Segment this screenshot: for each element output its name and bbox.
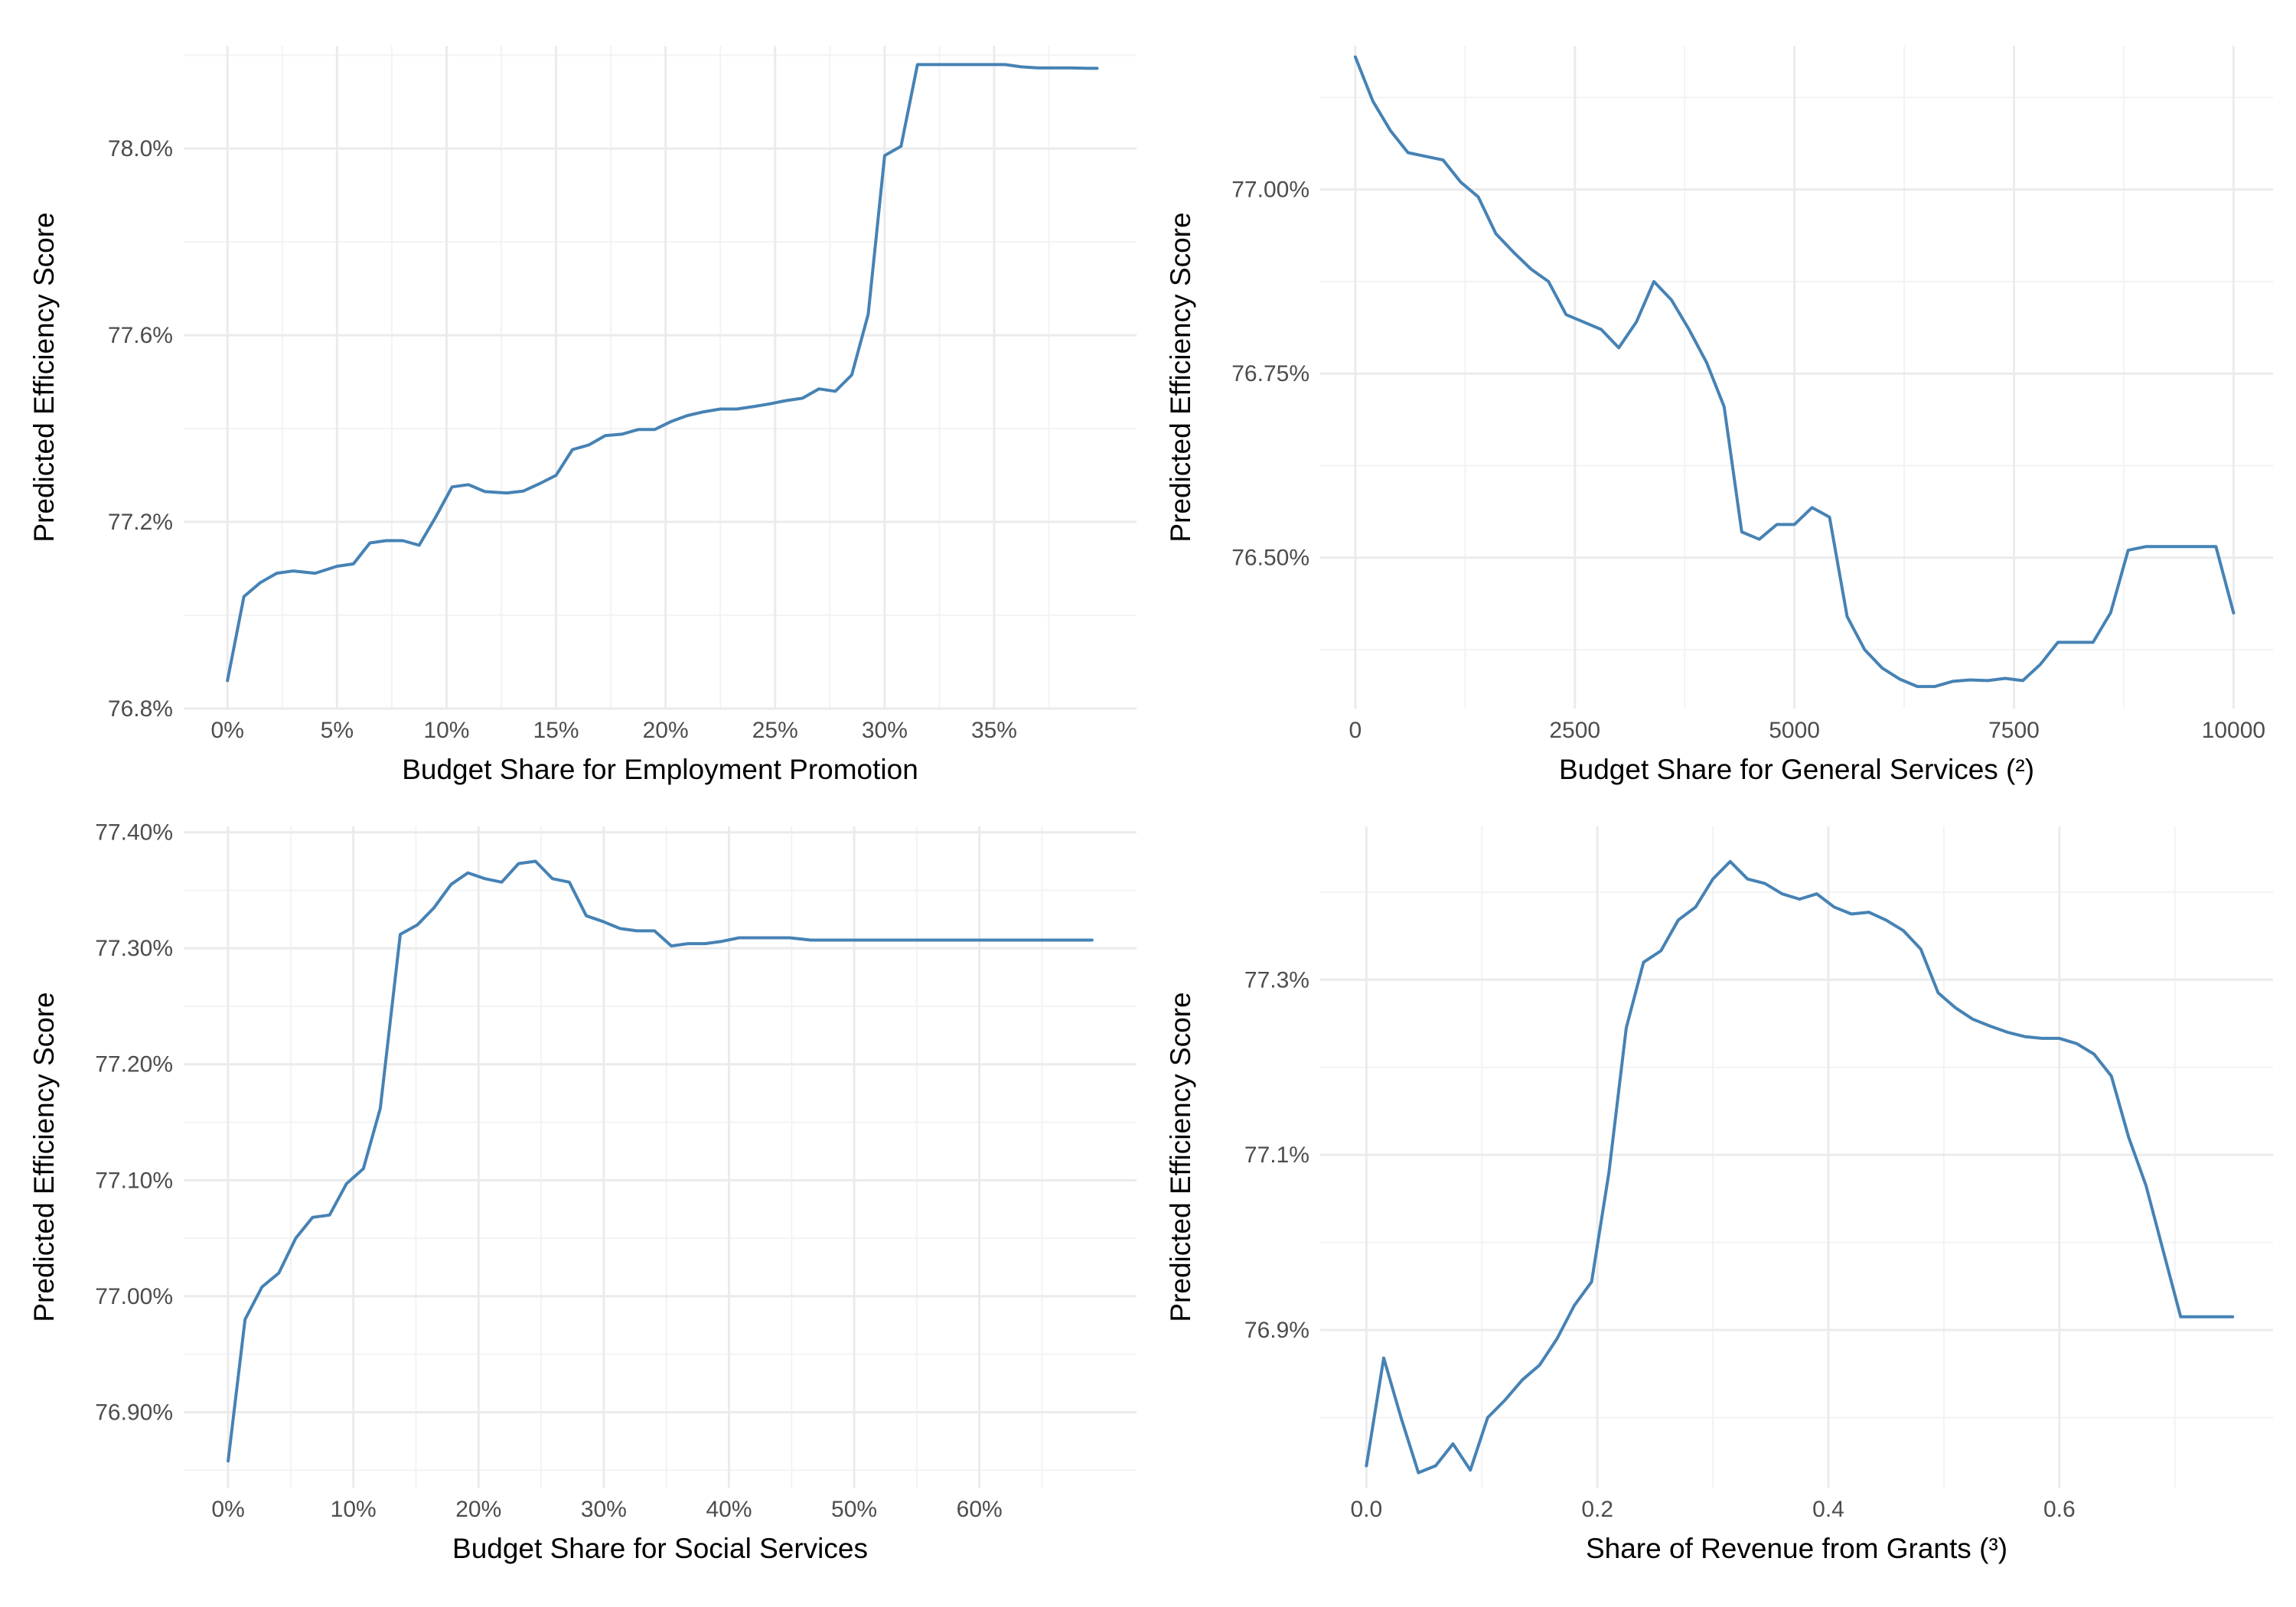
y-tick-label: 78.0% [108, 136, 173, 161]
x-tick-label: 15% [533, 718, 579, 743]
x-tick-label: 0.0 [1351, 1497, 1383, 1522]
x-tick-label: 20% [455, 1497, 501, 1522]
x-axis-title: Budget Share for General Services (²) [1559, 754, 2034, 785]
chart-panel-4: 0.0 0.2 0.4 0.6 76.9% 77.1% 77.3% Share of Reve… [1165, 826, 2273, 1564]
x-tick-label: 5000 [1769, 718, 1820, 743]
x-tick-label: 60% [957, 1497, 1003, 1522]
series-line-1 [226, 63, 1099, 683]
x-axis-title: Budget Share for Social Services [452, 1533, 868, 1564]
series-line-1 [227, 859, 1094, 1463]
y-tick-label: 76.75% [1231, 361, 1309, 386]
x-tick-label: 2500 [1549, 718, 1600, 743]
x-tick-label: 0.6 [2043, 1497, 2076, 1522]
chart-panel-1: 0% 5% 10% 15% 20% 25% 30% 35% 76.8% 77.2% 77.6% 78.… [28, 46, 1137, 785]
y-tick-label: 77.2% [108, 510, 173, 535]
y-tick-label: 77.00% [1231, 178, 1309, 203]
y-tick-label: 77.1% [1244, 1143, 1309, 1168]
x-tick-label: 10% [331, 1497, 377, 1522]
x-tick-label: 0.2 [1581, 1497, 1613, 1522]
series-line-1 [1353, 55, 2236, 689]
x-tick-label: 50% [831, 1497, 877, 1522]
y-tick-label: 76.8% [108, 696, 173, 722]
x-tick-label: 0.4 [1812, 1497, 1844, 1522]
x-axis-title: Budget Share for Employment Promotion [402, 754, 918, 785]
x-tick-label: 10% [423, 718, 469, 743]
x-tick-label: 35% [971, 718, 1017, 743]
y-tick-label: 76.9% [1244, 1318, 1309, 1343]
y-tick-label: 77.10% [95, 1168, 173, 1193]
x-tick-label: 0 [1349, 718, 1362, 743]
x-tick-label: 30% [581, 1497, 627, 1522]
x-tick-label: 25% [752, 718, 798, 743]
y-axis-title: Predicted Efficiency Score [1165, 212, 1196, 542]
chart-panel-3: 0% 10% 20% 30% 40% 50% 60% 76.90% 77.00% 77.10% 77… [28, 820, 1137, 1564]
y-tick-label: 76.50% [1231, 546, 1309, 571]
chart-panel-2: 0 2500 5000 7500 10000 76.50% 76.75% 77.00% Budg… [1165, 46, 2273, 785]
y-axis-title: Predicted Efficiency Score [28, 992, 60, 1322]
x-tick-label: 0% [211, 1497, 244, 1522]
x-tick-label: 40% [706, 1497, 752, 1522]
x-tick-label: 5% [321, 718, 354, 743]
x-tick-label: 30% [862, 718, 908, 743]
x-tick-label: 0% [211, 718, 244, 743]
y-axis-title: Predicted Efficiency Score [1165, 992, 1196, 1322]
y-axis-title: Predicted Efficiency Score [28, 212, 60, 542]
y-tick-label: 77.3% [1244, 967, 1309, 993]
x-tick-label: 7500 [1988, 718, 2040, 743]
y-tick-label: 77.00% [95, 1284, 173, 1309]
y-tick-label: 77.20% [95, 1052, 173, 1077]
y-tick-label: 77.40% [95, 820, 173, 846]
y-tick-label: 77.30% [95, 936, 173, 961]
series-line-1 [1365, 859, 2235, 1475]
y-tick-label: 76.90% [95, 1400, 173, 1425]
y-tick-label: 77.6% [108, 323, 173, 348]
x-tick-label: 20% [643, 718, 689, 743]
x-axis-title: Share of Revenue from Grants (³) [1586, 1533, 2007, 1564]
x-tick-label: 10000 [2202, 718, 2265, 743]
